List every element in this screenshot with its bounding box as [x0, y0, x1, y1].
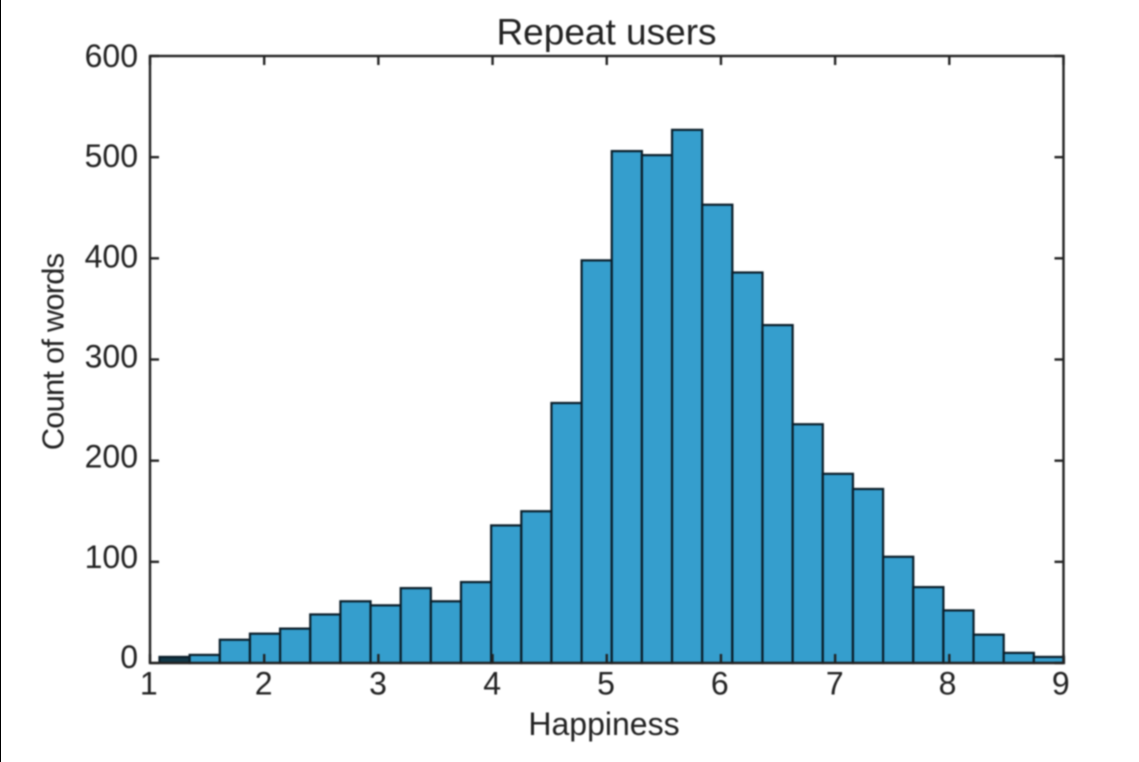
svg-text:5: 5	[597, 666, 615, 702]
svg-text:Repeat users: Repeat users	[496, 12, 716, 53]
svg-text:100: 100	[85, 539, 138, 575]
svg-text:600: 600	[85, 38, 138, 74]
svg-text:Happiness: Happiness	[528, 706, 679, 742]
svg-text:4: 4	[483, 666, 501, 702]
svg-text:1: 1	[140, 666, 158, 702]
svg-text:300: 300	[85, 339, 138, 375]
svg-text:200: 200	[85, 439, 138, 475]
svg-text:9: 9	[1052, 666, 1070, 702]
svg-text:500: 500	[85, 138, 138, 174]
svg-text:6: 6	[711, 666, 729, 702]
svg-text:400: 400	[85, 238, 138, 274]
svg-text:2: 2	[255, 666, 273, 702]
svg-text:8: 8	[939, 666, 957, 702]
svg-text:0: 0	[120, 639, 138, 675]
svg-text:Count of words: Count of words	[36, 253, 71, 450]
svg-text:3: 3	[369, 666, 387, 702]
svg-text:7: 7	[826, 666, 844, 702]
